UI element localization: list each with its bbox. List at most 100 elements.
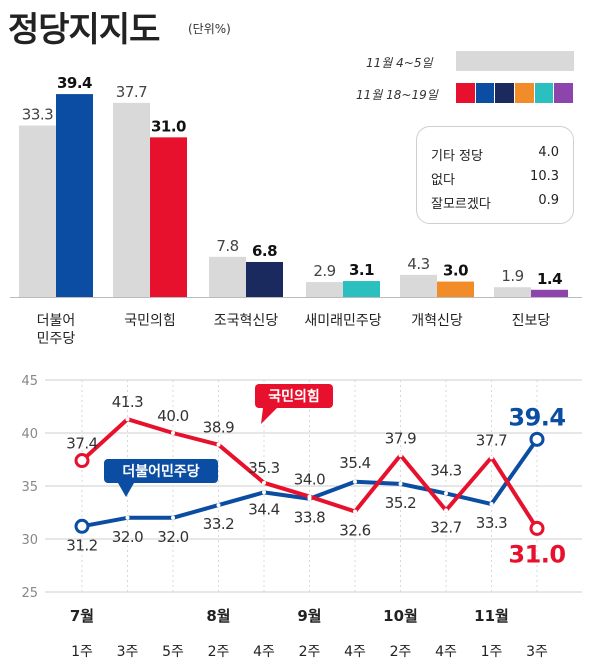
y-tick-label: 30 (21, 533, 38, 548)
series-callout-pointer (261, 408, 277, 424)
legend-current-swatch (515, 83, 534, 103)
x-month-label: 8월 (206, 607, 230, 625)
series-callout-pointer (118, 483, 134, 497)
x-week-label: 2주 (208, 644, 230, 660)
data-label: 40.0 (157, 407, 188, 425)
bar-label-current: 3.0 (443, 262, 468, 280)
data-label: 35.4 (339, 454, 370, 472)
bar-label-previous: 7.8 (216, 237, 238, 255)
bar-label-current: 6.8 (252, 242, 277, 260)
category-label: 새미래민주당 (304, 313, 381, 329)
data-label: 33.2 (203, 515, 234, 533)
bar-current (343, 281, 380, 297)
bar-label-current: 1.4 (537, 270, 562, 288)
series-callout-label: 더불어민주당 (122, 463, 199, 480)
legend-current-swatch (495, 83, 514, 103)
data-label: 33.3 (476, 514, 507, 532)
legend-previous-swatch (456, 51, 574, 71)
data-point-end (529, 431, 545, 447)
others-row: 잘모르겠다 0.9 (431, 193, 559, 212)
data-point (489, 502, 494, 507)
bar-label-previous: 2.9 (313, 262, 335, 280)
bar-previous (113, 102, 150, 297)
bar-label-previous: 1.9 (501, 267, 523, 285)
data-point (171, 431, 175, 435)
bar-label-previous: 4.3 (407, 255, 429, 273)
bar-current (531, 289, 568, 297)
others-row: 기타 정당 4.0 (431, 145, 559, 164)
data-label: 33.8 (294, 509, 325, 527)
category-label: 국민의힘 (124, 313, 176, 329)
data-label: 31.2 (66, 536, 97, 554)
others-label: 없다 (431, 173, 455, 188)
data-label: 32.0 (112, 528, 143, 546)
bar-previous (209, 256, 246, 297)
data-label: 41.3 (112, 393, 143, 411)
category-label: 더불어 (37, 313, 76, 329)
data-label: 34.3 (430, 461, 461, 479)
y-tick-label: 40 (21, 427, 38, 442)
data-point (171, 515, 175, 520)
x-month-label: 10월 (383, 607, 418, 625)
data-point (125, 515, 130, 520)
data-point (353, 479, 357, 484)
data-label: 37.4 (66, 435, 97, 453)
bar-current (150, 137, 187, 297)
x-week-label: 4주 (344, 644, 366, 660)
series-callout-label: 국민의힘 (268, 388, 320, 405)
data-point (216, 442, 221, 447)
data-point (489, 455, 494, 460)
data-point (398, 453, 403, 458)
bar-label-previous: 33.3 (22, 106, 53, 124)
x-week-label: 2주 (390, 644, 412, 660)
data-label: 32.0 (157, 528, 188, 546)
series-callout-box (255, 384, 333, 408)
data-label: 37.9 (385, 429, 416, 447)
x-week-label: 4주 (435, 644, 457, 660)
data-label: 34.4 (248, 500, 279, 518)
category-label: 조국혁신당 (214, 313, 279, 329)
x-month-label: 11월 (474, 607, 509, 625)
page-title: 정당지지도 (8, 10, 160, 50)
bar-label-current: 31.0 (151, 117, 186, 135)
data-point (353, 509, 357, 514)
x-week-label: 5주 (162, 644, 184, 660)
series-callout-box (104, 459, 218, 483)
bar-previous (306, 282, 343, 297)
others-value: 4.0 (538, 145, 559, 160)
x-week-label: 1주 (71, 644, 93, 660)
bar-current (56, 94, 93, 297)
x-week-label: 3주 (117, 644, 139, 660)
category-label: 진보당 (512, 313, 551, 329)
data-point-end (74, 518, 90, 534)
data-point (444, 508, 448, 513)
data-point (262, 480, 266, 485)
bar-previous (19, 125, 56, 297)
category-label: 개혁신당 (411, 313, 463, 329)
legend-current-label: 11월 18~19일 (356, 88, 438, 102)
x-week-label: 4주 (253, 644, 275, 660)
bar-chart: 33.339.4 더불어민주당 37.731.0 국민의힘 7.8 6.8 조국혁신당 2.9… (10, 74, 582, 347)
data-label: 38.9 (203, 419, 234, 437)
bar-current (246, 261, 283, 297)
others-label: 기타 정당 (431, 149, 483, 164)
bar-label-current: 3.1 (349, 261, 374, 279)
legend-current-swatch (554, 83, 573, 103)
bar-label-previous: 37.7 (116, 83, 147, 101)
data-label: 32.6 (339, 521, 370, 539)
data-point (444, 491, 448, 496)
data-point (398, 481, 403, 486)
x-week-label: 3주 (526, 644, 548, 660)
data-label: 31.0 (508, 540, 565, 568)
bar-previous (494, 287, 531, 297)
bar-current (437, 281, 474, 297)
unit-label: (단위%) (188, 22, 231, 36)
category-label: 민주당 (37, 331, 76, 347)
data-point-end (529, 520, 545, 536)
legend-previous-label: 11월 4~5일 (366, 56, 433, 70)
y-tick-label: 25 (21, 586, 38, 601)
x-month-label: 7월 (70, 607, 94, 625)
data-label: 37.7 (476, 431, 507, 449)
data-point-end (74, 453, 90, 469)
